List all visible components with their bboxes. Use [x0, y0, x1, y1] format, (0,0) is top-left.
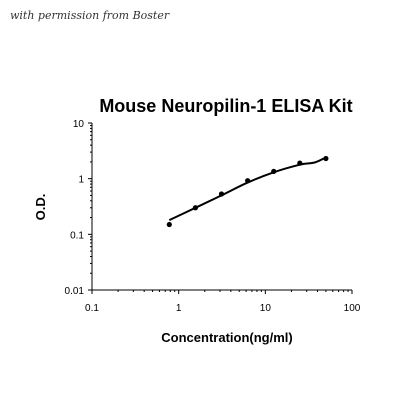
data-point [166, 221, 172, 228]
y-tick-label: 1 [78, 175, 84, 186]
data-point [323, 155, 329, 162]
watermark-text: with permission from Boster [10, 9, 170, 22]
x-tick-label: 1 [176, 303, 182, 314]
chart-title: Mouse Neuropilin-1 ELISA Kit [99, 96, 352, 116]
x-tick-label: 10 [260, 303, 272, 314]
fit-curve [168, 156, 327, 222]
data-point [297, 160, 303, 166]
data-point [192, 205, 199, 211]
y-tick-label: 10 [73, 119, 85, 130]
data-point [245, 178, 251, 184]
y-tick-label: 0.01 [65, 286, 85, 297]
data-point [218, 191, 225, 197]
y-axis-label: O.D. [33, 194, 48, 221]
y-tick-label: 0.1 [70, 230, 84, 241]
x-tick-label: 0.1 [85, 303, 99, 314]
data-point [271, 168, 277, 175]
x-tick-label: 100 [344, 303, 361, 314]
x-axis-label: Concentration(ng/ml) [161, 330, 292, 345]
